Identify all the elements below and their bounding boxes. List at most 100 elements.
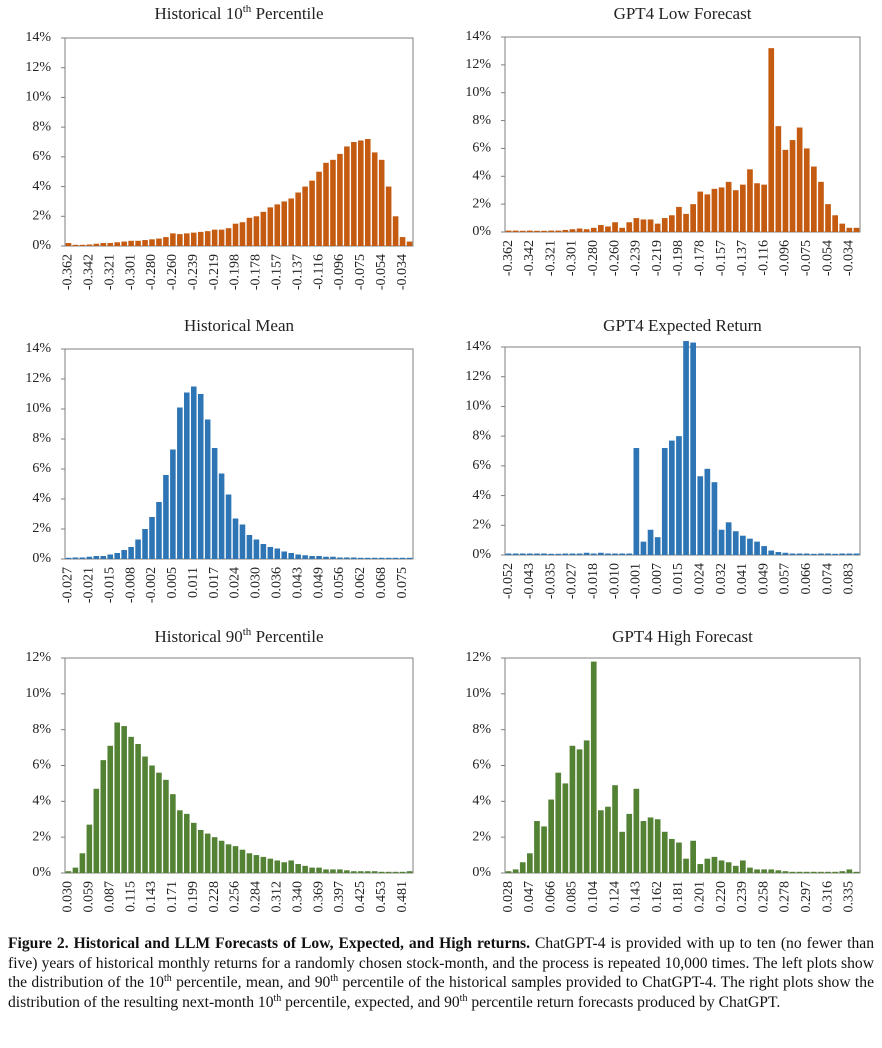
bar <box>548 799 554 873</box>
bar <box>612 785 618 873</box>
bar <box>527 553 533 555</box>
bar <box>65 243 72 246</box>
bar <box>211 448 218 559</box>
x-tick-label: -0.178 <box>692 240 707 276</box>
chart-title: GPT4 High Forecast <box>612 627 753 646</box>
bar <box>100 243 107 246</box>
bar <box>163 779 169 873</box>
bar <box>218 229 225 246</box>
bar <box>661 448 668 555</box>
bar <box>135 539 141 559</box>
y-tick-label: 12% <box>25 371 51 386</box>
y-tick-label: 6% <box>32 758 51 773</box>
x-tick-label: 0.056 <box>332 567 347 599</box>
bar <box>358 871 364 873</box>
bar <box>796 553 803 555</box>
x-tick-label: -0.027 <box>565 563 580 599</box>
bar <box>583 229 590 232</box>
x-tick-label: -0.116 <box>756 240 771 276</box>
bar <box>839 871 846 873</box>
bar <box>832 553 838 555</box>
bar <box>163 237 169 246</box>
bar <box>274 548 281 559</box>
x-tick-label: 0.335 <box>842 881 857 913</box>
y-tick-label: 10% <box>465 399 491 414</box>
bar <box>754 541 760 555</box>
bar <box>260 856 267 873</box>
x-tick-label: -0.137 <box>290 254 305 290</box>
y-tick-label: 4% <box>32 794 51 809</box>
bar <box>344 870 350 873</box>
bar <box>640 219 647 232</box>
y-tick-label: 8% <box>32 431 51 446</box>
bar <box>697 476 704 555</box>
plot-frame <box>504 346 861 556</box>
chart-panel: GPT4 Low Forecast 0% 2% 4% 6% 8% 10% 12% 14% -0.3… <box>465 4 861 276</box>
y-tick-label: 12% <box>25 650 51 665</box>
bar <box>661 218 668 232</box>
x-tick-label: -0.137 <box>735 240 750 276</box>
bar <box>246 217 253 246</box>
bar <box>761 869 767 873</box>
bar <box>619 553 625 555</box>
bar <box>811 871 817 873</box>
bar <box>239 524 246 559</box>
bar <box>197 394 204 559</box>
bar <box>732 190 739 232</box>
bar <box>647 219 654 232</box>
bar <box>782 552 789 555</box>
bar <box>253 216 260 246</box>
x-tick-label: -0.052 <box>501 563 516 599</box>
caption: Figure 2. Historical and LLM Forecasts o… <box>8 934 874 1012</box>
bar <box>93 788 100 873</box>
x-tick-label: -0.260 <box>607 240 622 276</box>
x-tick-label: -0.198 <box>228 254 243 290</box>
bar <box>149 239 155 246</box>
bar <box>79 557 86 559</box>
chart-panel: Historical 10th Percentile 0% 2% 4% 6% 8% 10% 1… <box>25 3 414 290</box>
x-tick-label: -0.178 <box>249 254 264 290</box>
bar <box>711 856 718 873</box>
plot-frame <box>64 37 414 247</box>
bar <box>818 871 824 873</box>
y-tick-label: 0% <box>472 547 491 562</box>
bar <box>406 871 413 873</box>
x-tick-label: 0.316 <box>820 881 835 913</box>
bar <box>853 553 860 555</box>
bar <box>364 871 371 873</box>
y-tick-label: 14% <box>25 30 51 45</box>
bar <box>718 187 725 232</box>
bar <box>654 223 661 232</box>
x-tick-label: 0.068 <box>374 567 389 599</box>
y-tick-label: 6% <box>472 141 491 156</box>
y-tick-label: 0% <box>32 865 51 880</box>
x-tick-label: -0.010 <box>607 563 622 599</box>
x-tick-label: 0.181 <box>671 881 686 913</box>
bar <box>267 207 274 246</box>
bar <box>633 218 640 232</box>
x-tick-label: -0.034 <box>842 240 857 276</box>
x-tick-label: -0.018 <box>586 563 601 599</box>
bar <box>633 788 640 873</box>
bar <box>302 555 308 559</box>
bar <box>184 392 190 559</box>
x-tick-label: 0.340 <box>290 881 305 913</box>
bar <box>364 557 371 559</box>
bar <box>399 557 406 559</box>
x-tick-label: 0.032 <box>714 563 729 595</box>
x-tick-label: 0.043 <box>290 567 305 599</box>
x-tick-label: 0.049 <box>756 563 771 595</box>
bar <box>100 760 107 873</box>
x-tick-label: -0.054 <box>374 254 389 290</box>
bar <box>72 244 79 246</box>
bar <box>385 557 392 559</box>
bar <box>316 171 322 246</box>
bar <box>811 553 817 555</box>
bar <box>378 159 385 246</box>
x-tick-label: 0.162 <box>650 881 665 913</box>
bar <box>406 241 413 246</box>
bar <box>711 188 718 232</box>
bar <box>725 181 732 232</box>
y-tick-label: 4% <box>472 794 491 809</box>
x-tick-label: -0.239 <box>629 240 644 276</box>
